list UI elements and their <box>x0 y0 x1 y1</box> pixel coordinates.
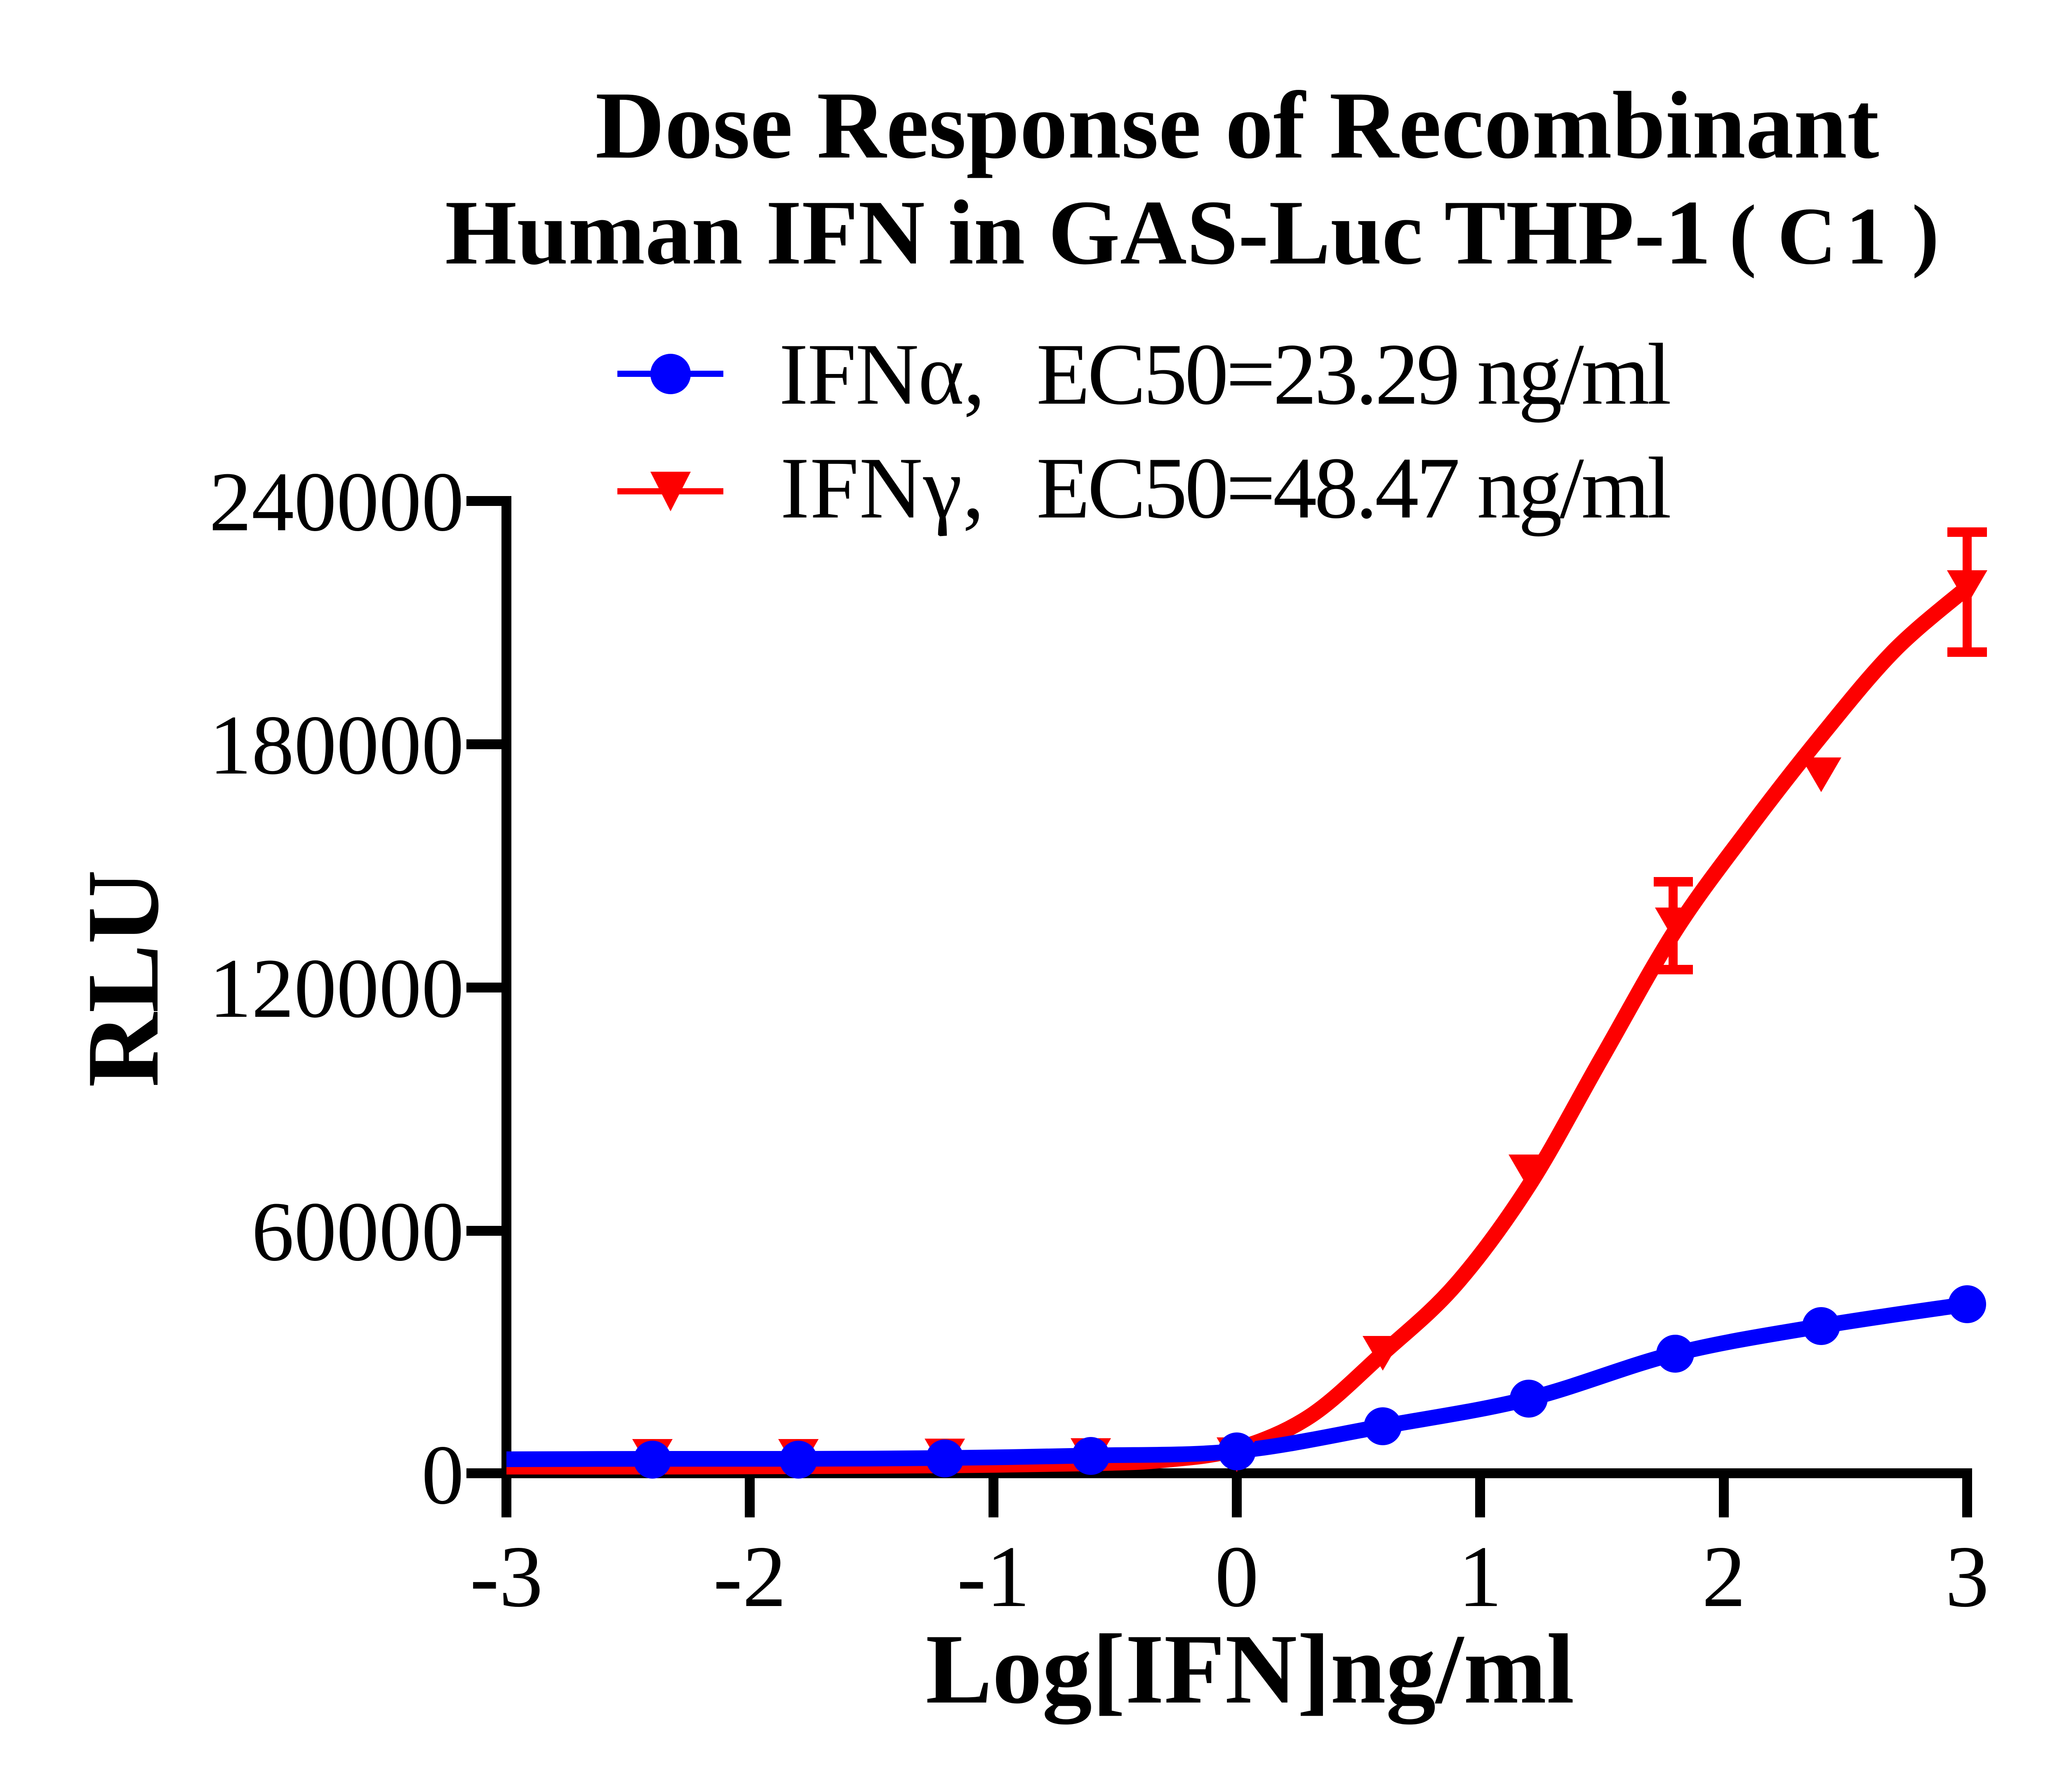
svg-text:1: 1 <box>1458 1528 1502 1625</box>
svg-text:180000: 180000 <box>209 698 464 792</box>
svg-text:Log[IFN]ng/ml: Log[IFN]ng/ml <box>926 1614 1575 1724</box>
svg-text:IFNγ,: IFNγ, <box>780 440 984 537</box>
svg-text:IFNα,: IFNα, <box>779 326 985 423</box>
svg-text:RLU: RLU <box>66 870 180 1087</box>
svg-text:60000: 60000 <box>252 1184 464 1279</box>
svg-text:-2: -2 <box>713 1528 786 1625</box>
svg-text:2: 2 <box>1702 1528 1746 1625</box>
svg-text:120000: 120000 <box>209 941 464 1035</box>
svg-text:240000: 240000 <box>209 454 464 549</box>
svg-text:): ) <box>1912 188 1939 279</box>
svg-text:Dose Response of Recombinant: Dose Response of Recombinant <box>595 72 1879 179</box>
svg-text:0: 0 <box>1215 1528 1259 1625</box>
svg-text:EC50=48.47 ng/ml: EC50=48.47 ng/ml <box>1036 440 1671 537</box>
svg-text:Human IFN in GAS-Luc THP-1: Human IFN in GAS-Luc THP-1 <box>445 181 1711 284</box>
svg-text:0: 0 <box>421 1427 464 1522</box>
svg-text:EC50=23.29 ng/ml: EC50=23.29 ng/ml <box>1036 326 1671 423</box>
svg-text:C1: C1 <box>1777 191 1887 281</box>
svg-text:-3: -3 <box>470 1528 543 1625</box>
svg-text:(: ( <box>1729 188 1756 279</box>
svg-text:-1: -1 <box>957 1528 1030 1625</box>
svg-text:3: 3 <box>1945 1528 1989 1625</box>
